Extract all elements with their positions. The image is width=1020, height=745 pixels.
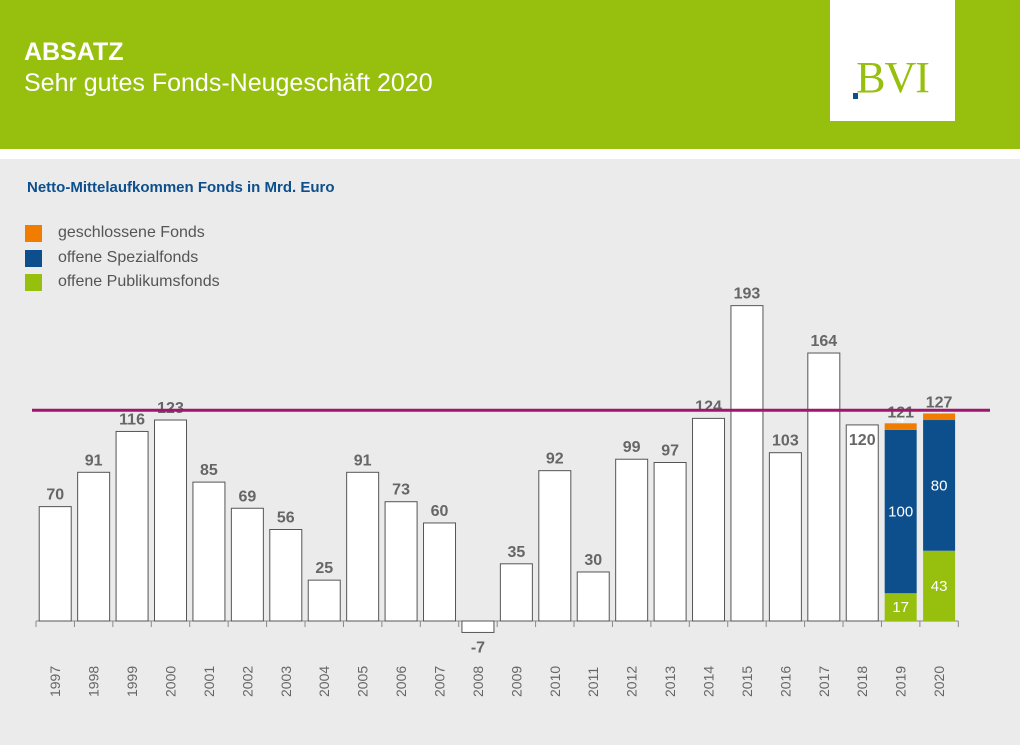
data-label-total: -7 <box>471 639 485 656</box>
data-label-total: 25 <box>315 560 333 577</box>
bar <box>768 452 802 622</box>
data-label-total: 123 <box>157 400 184 417</box>
x-tick-label: 2010 <box>547 666 563 697</box>
bar-segment-publikumsfonds <box>884 593 917 621</box>
bar-segment-publikumsfonds <box>923 550 956 621</box>
x-tick-label: 2019 <box>893 666 909 697</box>
data-label-total: 30 <box>584 552 602 569</box>
x-tick-label: 2003 <box>278 666 294 697</box>
data-label-total: 60 <box>431 503 449 520</box>
data-label-total: 85 <box>200 462 218 479</box>
x-tick-label: 2007 <box>432 666 448 697</box>
x-tick-label: 1997 <box>47 666 63 697</box>
bar <box>38 506 72 622</box>
data-label-total: 69 <box>238 488 256 505</box>
bar <box>615 458 649 622</box>
header-divider <box>0 149 1020 159</box>
bar <box>499 563 533 622</box>
legend-label: offene Publikumsfonds <box>58 273 220 290</box>
x-tick-label: 2009 <box>508 666 524 697</box>
legend-swatch-blue <box>25 250 42 267</box>
x-tick-label: 2000 <box>163 666 179 697</box>
x-tick-label: 2008 <box>470 666 486 697</box>
data-label-total: 116 <box>119 411 145 428</box>
x-tick-label: 2006 <box>393 666 409 697</box>
x-tick-label: 2020 <box>931 666 947 697</box>
page-subtitle: Sehr gutes Fonds-Neugeschäft 2020 <box>24 69 433 97</box>
legend-swatch-green <box>25 274 42 291</box>
x-tick-label: 2014 <box>701 666 717 697</box>
x-tick-label: 2004 <box>316 666 332 697</box>
data-label-spezialfonds: 100 <box>888 504 913 521</box>
x-tick-label: 1998 <box>86 666 102 697</box>
data-label-total: 99 <box>623 439 641 456</box>
x-tick-label: 2017 <box>816 666 832 697</box>
bar <box>538 470 572 622</box>
data-label-geschlossene: 4 <box>897 410 905 426</box>
data-label-total: 92 <box>546 451 564 468</box>
data-label-total: 120 <box>849 432 876 449</box>
data-label-total: 35 <box>507 544 525 561</box>
bar <box>576 571 610 622</box>
data-label-total: 91 <box>85 452 103 469</box>
x-tick-label: 2015 <box>739 666 755 697</box>
data-label-total: 97 <box>661 443 679 460</box>
data-label-total: 127 <box>926 394 953 411</box>
x-tick-label: 2013 <box>662 666 678 697</box>
x-tick-label: 2016 <box>777 666 793 697</box>
data-label-total: 193 <box>734 286 761 303</box>
logo-text: BVI <box>856 53 930 102</box>
data-label-spezialfonds: 80 <box>931 477 948 494</box>
x-tick-label: 2005 <box>355 666 371 697</box>
data-label-publikumsfonds: 17 <box>892 599 909 616</box>
bar <box>423 522 457 622</box>
bar <box>269 528 303 622</box>
bar-segment-geschlossene <box>884 423 917 430</box>
x-tick-label: 2001 <box>201 666 217 697</box>
x-tick-label: 2012 <box>624 666 640 697</box>
chart-title: Netto-Mittelaufkommen Fonds in Mrd. Euro <box>27 179 335 196</box>
legend-label: offene Spezialfonds <box>58 249 199 266</box>
bar <box>115 430 149 622</box>
data-label-total: 73 <box>392 482 410 499</box>
x-tick-label: 1999 <box>124 666 140 697</box>
bar <box>807 352 841 622</box>
data-label-total: 70 <box>46 487 64 504</box>
bar <box>346 471 380 622</box>
bar <box>230 507 264 622</box>
bar <box>307 579 341 622</box>
logo-dot <box>853 93 858 99</box>
bar-segment-geschlossene <box>923 413 956 421</box>
bar <box>653 462 687 622</box>
bar <box>692 417 726 622</box>
data-label-total: 56 <box>277 509 295 526</box>
bar <box>154 419 188 622</box>
data-label-geschlossene: 4 <box>935 400 943 416</box>
legend-label: geschlossene Fonds <box>58 224 205 241</box>
x-tick-label: 2018 <box>854 666 870 697</box>
data-label-total: 103 <box>772 433 799 450</box>
bar <box>461 620 495 633</box>
data-label-publikumsfonds: 43 <box>931 578 948 595</box>
legend-swatch-orange <box>25 225 42 242</box>
data-label-total: 124 <box>695 398 722 415</box>
bar <box>384 501 418 622</box>
x-tick-label: 2002 <box>239 666 255 697</box>
page-title: ABSATZ <box>24 38 124 66</box>
bar <box>77 471 111 622</box>
x-tick-label: 2011 <box>585 667 601 697</box>
data-label-total: 164 <box>810 333 837 350</box>
bvi-logo: BVI <box>830 0 955 121</box>
bar <box>730 305 764 622</box>
bar <box>192 481 226 622</box>
bar-segment-spezialfonds <box>884 429 917 594</box>
header-banner: ABSATZ Sehr gutes Fonds-Neugeschäft 2020… <box>0 0 1020 149</box>
bar <box>845 424 879 622</box>
data-label-total: 91 <box>354 452 372 469</box>
bar-segment-spezialfonds <box>923 420 956 551</box>
data-label-total: 121 <box>887 404 914 421</box>
